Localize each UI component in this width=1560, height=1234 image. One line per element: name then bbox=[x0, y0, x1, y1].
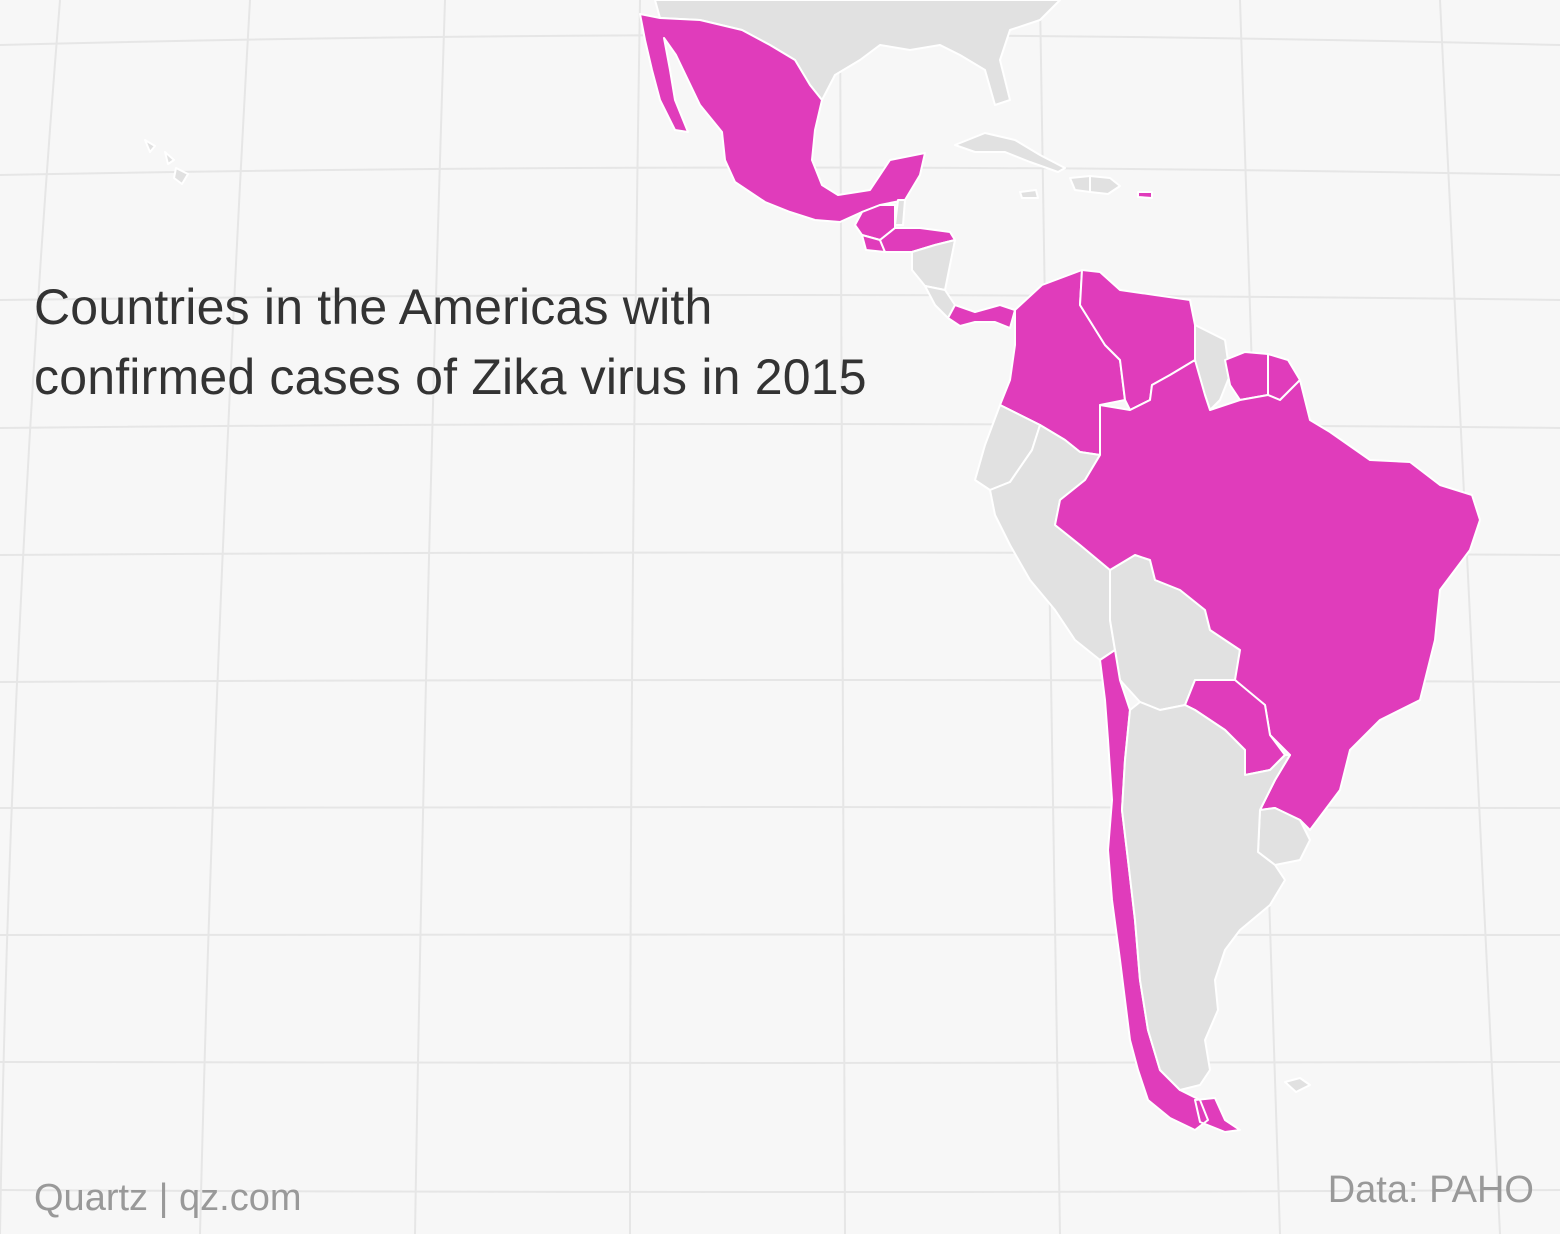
country-brazil bbox=[1054, 359, 1481, 831]
map-title-line-1: Countries in the Americas with bbox=[34, 279, 713, 335]
country-mexico bbox=[639, 13, 926, 223]
country-puerto-rico bbox=[1137, 191, 1153, 199]
source-text: Data: PAHO bbox=[1327, 1169, 1534, 1211]
country-jamaica bbox=[1019, 189, 1039, 199]
country-haiti bbox=[1069, 175, 1091, 193]
country-nicaragua bbox=[911, 239, 956, 291]
map-title-line-2: confirmed cases of Zika virus in 2015 bbox=[34, 349, 867, 405]
countries bbox=[144, 0, 1481, 1133]
country-panama bbox=[947, 304, 1016, 329]
country-suriname bbox=[1224, 351, 1269, 401]
map-title: Countries in the Americas with confirmed… bbox=[34, 272, 1014, 412]
country-belize bbox=[894, 199, 906, 226]
credit-text: Quartz | qz.com bbox=[34, 1177, 302, 1219]
country-dominican-republic bbox=[1089, 175, 1121, 195]
country-cuba bbox=[954, 132, 1066, 173]
country-argentina bbox=[1121, 701, 1291, 1091]
country-falkland-islands bbox=[1284, 1077, 1311, 1093]
country-hawaii bbox=[144, 139, 189, 185]
